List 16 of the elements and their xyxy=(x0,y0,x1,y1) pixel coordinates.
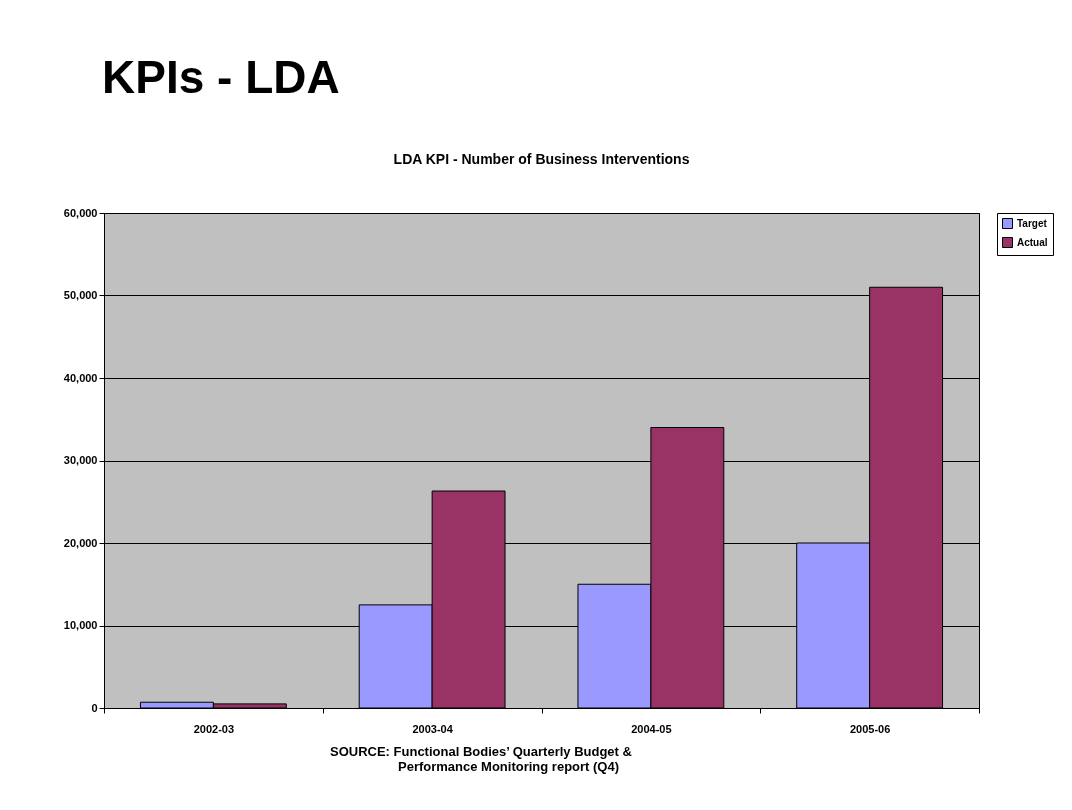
legend-label: Actual xyxy=(1017,236,1048,248)
source-note: SOURCE: Functional Bodies’ Quarterly Budget & Performance Monitoring report (Q4) xyxy=(330,744,633,774)
y-tick-label: 0 xyxy=(91,701,98,714)
y-tick-label: 30,000 xyxy=(63,454,98,466)
y-tick-label: 40,000 xyxy=(63,371,98,384)
chart-title: KPIs - LDA xyxy=(102,50,340,104)
y-tick-label: 20,000 xyxy=(63,536,98,549)
legend-label: Target xyxy=(1017,217,1048,229)
chart-subtitle: LDA KPI - Number of Business Interventions xyxy=(393,151,690,167)
x-tick-label: 2005-06 xyxy=(849,722,891,735)
y-tick-label: 50,000 xyxy=(63,289,98,301)
x-tick-label: 2003-04 xyxy=(412,722,454,735)
x-tick-label: 2002-03 xyxy=(193,722,235,735)
x-tick-label: 2004-05 xyxy=(631,722,672,735)
y-tick-label: 60,000 xyxy=(63,206,98,219)
y-tick-label: 10,000 xyxy=(63,619,98,631)
